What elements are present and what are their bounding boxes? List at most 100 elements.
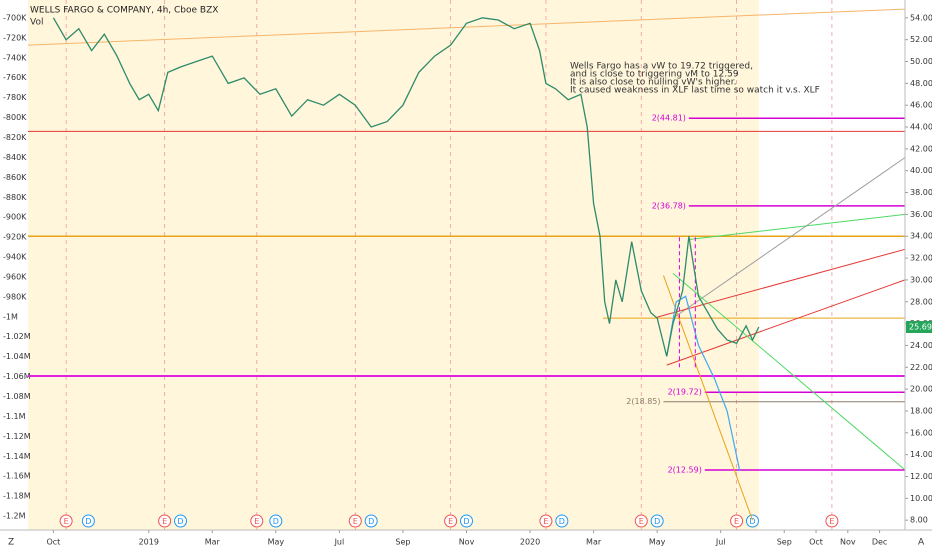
y-tick-label: 36.00 <box>910 210 932 219</box>
event-marker[interactable] <box>269 514 283 528</box>
event-label[interactable]: D <box>85 517 91 526</box>
event-marker[interactable] <box>81 514 95 528</box>
y-tick-label: 30.00 <box>910 275 932 284</box>
event-marker[interactable] <box>634 514 648 528</box>
y-tick-label: 40.00 <box>910 166 932 175</box>
drawing-line <box>666 279 906 366</box>
plot-underlay <box>28 0 833 530</box>
level-label: 2(19.72) <box>668 388 702 397</box>
last-price-box <box>906 320 932 333</box>
event-label[interactable]: E <box>448 517 453 526</box>
chart-title: WELLS FARGO & COMPANY, 4h, Cboe BZX <box>30 6 218 16</box>
y2-tick-label: -1.06M <box>3 372 31 381</box>
event-marker[interactable] <box>650 514 664 528</box>
x-tick-label: May <box>268 538 285 547</box>
y-tick-label: 12.00 <box>910 472 932 481</box>
y-tick-label: 24.00 <box>910 341 932 350</box>
event-marker[interactable] <box>364 514 378 528</box>
y-tick-label: 52.00 <box>910 35 932 44</box>
y2-tick-label: -960K <box>3 272 27 281</box>
event-label[interactable]: D <box>559 517 565 526</box>
event-label[interactable]: D <box>749 517 755 526</box>
y-tick-label: 38.00 <box>910 188 932 197</box>
y2-tick-label: -1M <box>3 312 18 321</box>
x-tick-label: Mar <box>586 538 602 547</box>
y-tick-label: 18.00 <box>910 406 932 415</box>
event-marker[interactable] <box>158 514 172 528</box>
y-tick-label: 16.00 <box>910 428 932 437</box>
x-tick-label: Nov <box>459 538 475 547</box>
level-label: 2(36.78) <box>652 201 686 210</box>
plot: 54.00 52.00 50.00 48.00 46.00 44.00 42.00 40.00… <box>3 8 932 547</box>
y2-tick-label: -860K <box>3 173 27 182</box>
price-line <box>52 17 760 357</box>
drawing-line <box>688 213 906 240</box>
level-label: 2(18.85) <box>626 397 660 406</box>
event-marker[interactable] <box>59 514 73 528</box>
event-label[interactable]: E <box>734 517 739 526</box>
x-tick-label: Jul <box>715 538 726 547</box>
x-tick-label: May <box>649 538 666 547</box>
event-label[interactable]: D <box>368 517 374 526</box>
y-tick-label: 46.00 <box>910 101 932 110</box>
event-label[interactable]: E <box>353 517 358 526</box>
y-tick-label: 20.00 <box>910 385 932 394</box>
drawing-line <box>27 8 906 46</box>
y-tick-label: 32.00 <box>910 254 932 263</box>
event-label[interactable]: D <box>463 517 469 526</box>
event-label[interactable]: E <box>829 517 834 526</box>
y2-tick-label: -700K <box>3 13 27 22</box>
event-marker[interactable] <box>444 514 458 528</box>
y2-tick-label: -1.2M <box>3 512 26 521</box>
y2-tick-label: -1.1M <box>3 412 26 421</box>
event-marker[interactable] <box>174 514 188 528</box>
event-marker[interactable] <box>730 514 744 528</box>
y-tick-label: 34.00 <box>910 232 932 241</box>
y2-tick-label: -840K <box>3 153 27 162</box>
event-label[interactable]: D <box>177 517 183 526</box>
x-tick-label: Jul <box>334 538 345 547</box>
x-tick-label: 2020 <box>520 538 540 547</box>
annotation: and is close to triggering vM to 12.59 <box>570 70 739 80</box>
past-shade <box>28 0 759 530</box>
event-marker[interactable] <box>539 514 553 528</box>
event-marker[interactable] <box>825 514 839 528</box>
event-label[interactable]: E <box>254 517 259 526</box>
event-marker[interactable] <box>745 514 759 528</box>
y-tick-label: 22.00 <box>910 363 932 372</box>
x-tick-label: Sep <box>777 538 792 547</box>
y2-tick-label: -720K <box>3 33 27 42</box>
y2-tick-label: -980K <box>3 292 27 301</box>
y2-tick-label: -900K <box>3 213 27 222</box>
y-tick-label: 44.00 <box>910 123 932 132</box>
drawing-line <box>672 157 906 319</box>
event-marker[interactable] <box>348 514 362 528</box>
volume-label: Vol <box>30 18 43 28</box>
y2-tick-label: -1.12M <box>3 432 31 441</box>
corner-label[interactable]: Z <box>8 538 14 548</box>
drawing-line <box>666 295 741 472</box>
event-marker[interactable] <box>555 514 569 528</box>
event-label[interactable]: E <box>64 517 69 526</box>
y2-tick-label: -1.16M <box>3 472 31 481</box>
x-tick-label: Mar <box>205 538 221 547</box>
y2-tick-label: -1.18M <box>3 492 31 501</box>
event-marker[interactable] <box>250 514 264 528</box>
annotation: It caused weakness in XLF last time so w… <box>570 86 820 96</box>
event-label[interactable]: D <box>273 517 279 526</box>
event-label[interactable]: E <box>162 517 167 526</box>
y2-tick-label: -940K <box>3 253 27 262</box>
last-price-label: 25.69 <box>909 322 932 331</box>
annotation: Wells Fargo has a vW to 19.72 triggered, <box>570 62 753 72</box>
y2-tick-label: -1.02M <box>3 332 31 341</box>
x-tick-label: 2019 <box>139 538 159 547</box>
event-label[interactable]: D <box>654 517 660 526</box>
y-tick-label: 54.00 <box>910 13 932 22</box>
corner-label[interactable]: A <box>918 538 925 548</box>
x-tick-label: Oct <box>809 538 823 547</box>
event-marker[interactable] <box>460 514 473 528</box>
y-tick-label: 48.00 <box>910 79 932 88</box>
event-label[interactable]: E <box>543 517 548 526</box>
event-label[interactable]: E <box>639 517 644 526</box>
